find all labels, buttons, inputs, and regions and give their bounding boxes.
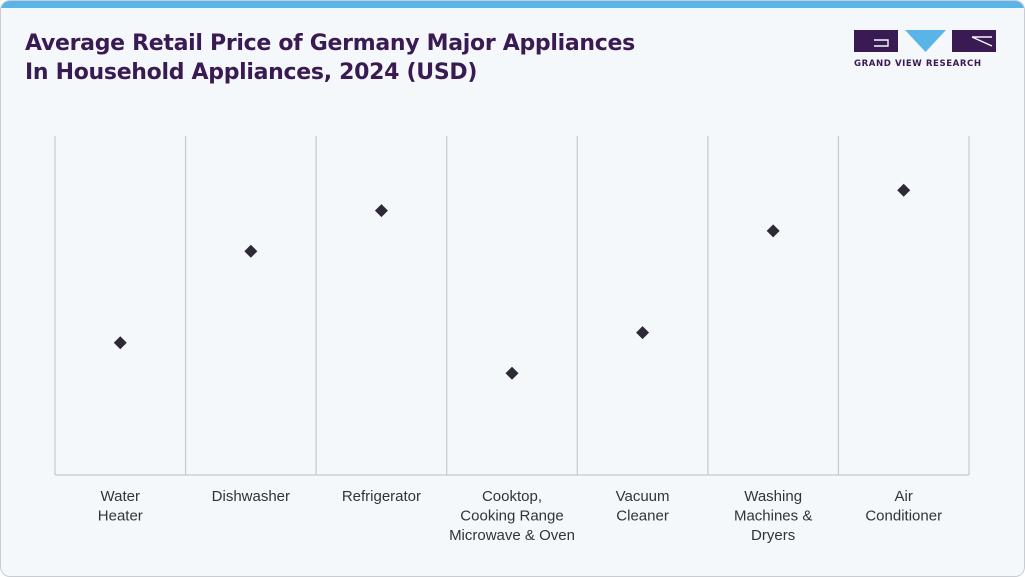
data-point-marker [244,244,258,258]
data-point-marker [897,183,911,197]
accent-bar [1,1,1024,8]
grand-view-research-logo [854,30,996,52]
logo-block-r [952,30,996,52]
x-tick-label-line: Conditioner [865,508,942,525]
data-point-marker [113,336,127,350]
data-point-marker [766,224,780,238]
x-tick-label-line: Cleaner [616,508,669,525]
logo-text: GRAND VIEW RESEARCH [854,59,982,69]
x-tick-label-line: Cooking Range [460,508,563,525]
x-tick-label-line: Microwave & Oven [449,527,575,544]
x-tick-label-line: Cooktop, [482,488,542,505]
chart-title-line-2: In Household Appliances, 2024 (USD) [25,60,478,85]
x-tick-label: Refrigerator [342,488,421,505]
chart-title: Average Retail Price of Germany Major Ap… [25,29,725,87]
x-tick-label: Dishwasher [212,488,290,505]
logo-g-mark [874,39,889,47]
x-tick-label: Washing Machines & Dryers [734,488,812,544]
x-tick-label-line: Water [101,488,140,505]
x-tick-label-line: Heater [98,508,143,525]
x-tick-label-line: Machines & [734,508,812,525]
logo-r-mark [971,36,993,47]
x-tick-label: Air Conditioner [865,488,942,525]
x-tick-label-line: Air [895,488,913,505]
x-tick-label-line: Refrigerator [342,488,421,505]
x-tick-label-line: Dishwasher [212,488,290,505]
x-tick-label-line: Vacuum [616,488,670,505]
x-tick-label-line: Dryers [751,527,795,544]
x-tick-label: Vacuum Cleaner [616,488,670,525]
chart-title-line-1: Average Retail Price of Germany Major Ap… [25,31,635,56]
data-point-marker [505,366,519,380]
x-tick-label-line: Washing [744,488,802,505]
data-point-marker [374,204,388,218]
x-tick-label: Water Heater [98,488,143,525]
logo-block-v [905,30,946,52]
x-tick-label: Cooktop, Cooking Range Microwave & Oven [449,488,575,544]
data-point-marker [636,326,650,340]
